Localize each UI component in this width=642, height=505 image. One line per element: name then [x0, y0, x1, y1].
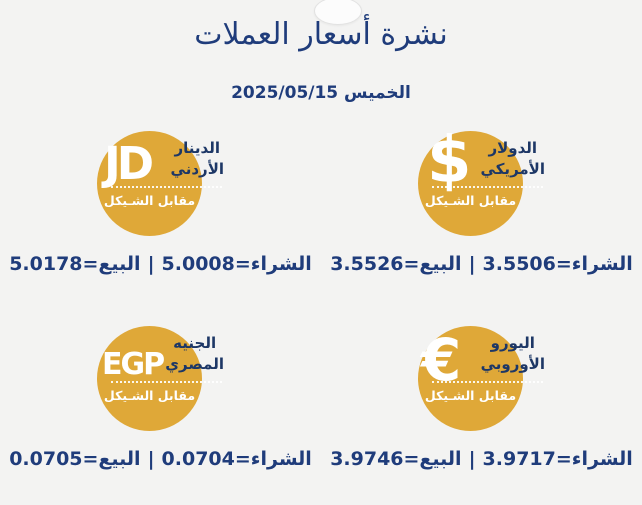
dollar-icon: $	[427, 124, 472, 198]
decorative-arc	[314, 0, 362, 25]
egp-badge: EGP الجنيه المصري مقابل الشـيكل	[97, 326, 224, 431]
egp-sell-rate: البيع=0.0705	[9, 448, 141, 470]
usd-rate-line: الشراء=3.5506 | البيع=3.5526	[330, 251, 633, 278]
rate-separator: |	[468, 253, 476, 275]
jod-name: الدينار الأردني	[171, 138, 224, 180]
vs-shekel-label: مقابل الشـيكل	[424, 193, 517, 208]
egp-name-line1: الجنيه	[173, 334, 217, 352]
usd-name-line2: الأمريكي	[480, 160, 545, 178]
rate-separator: |	[147, 253, 155, 275]
eur-name-line1: اليورو	[490, 334, 535, 352]
eur-name: اليورو الأوروبي	[481, 333, 545, 375]
egyptian-pound-icon: EGP	[102, 347, 165, 382]
dotted-divider	[111, 186, 222, 188]
bulletin-date: الخميس 2025/05/15	[231, 83, 411, 103]
jod-name-line1: الدينار	[174, 139, 220, 157]
eur-sell-rate: البيع=3.9746	[330, 448, 462, 470]
egp-buy-rate: الشراء=0.0704	[161, 448, 312, 470]
egp-name: الجنيه المصري	[165, 333, 224, 375]
eur-rate-line: الشراء=3.9717 | البيع=3.9746	[330, 446, 633, 473]
usd-badge: $ الدولار الأمريكي مقابل الشـيكل	[418, 124, 545, 236]
rate-separator: |	[147, 448, 155, 470]
dotted-divider	[432, 186, 543, 188]
vs-shekel-label: مقابل الشـيكل	[103, 388, 196, 403]
rates-grid: $ الدولار الأمريكي مقابل الشـيكل الشراء=…	[0, 124, 642, 473]
eur-coin: € اليورو الأوروبي مقابل الشـيكل	[418, 326, 545, 431]
jod-sell-rate: البيع=5.0178	[9, 253, 141, 275]
vs-shekel-label: مقابل الشـيكل	[424, 388, 517, 403]
rate-separator: |	[468, 448, 476, 470]
euro-icon: €	[421, 326, 462, 394]
currency-card-eur: € اليورو الأوروبي مقابل الشـيكل الشراء=3…	[321, 326, 642, 473]
egp-coin: EGP الجنيه المصري مقابل الشـيكل	[97, 326, 224, 431]
dotted-divider	[432, 381, 543, 383]
usd-name-line1: الدولار	[488, 139, 538, 157]
currency-card-usd: $ الدولار الأمريكي مقابل الشـيكل الشراء=…	[321, 124, 642, 278]
vs-shekel-label: مقابل الشـيكل	[103, 193, 196, 208]
currency-card-egp: EGP الجنيه المصري مقابل الشـيكل الشراء=0…	[0, 326, 321, 473]
usd-coin: $ الدولار الأمريكي مقابل الشـيكل	[418, 124, 545, 236]
egp-rate-line: الشراء=0.0704 | البيع=0.0705	[9, 446, 312, 473]
usd-buy-rate: الشراء=3.5506	[482, 253, 633, 275]
usd-sell-rate: البيع=3.5526	[330, 253, 462, 275]
page-title: نشرة أسعار العملات	[194, 17, 448, 52]
eur-buy-rate: الشراء=3.9717	[482, 448, 633, 470]
dotted-divider	[111, 381, 222, 383]
egp-name-line2: المصري	[165, 355, 224, 373]
jod-rate-line: الشراء=5.0008 | البيع=5.0178	[9, 251, 312, 278]
eur-badge: € اليورو الأوروبي مقابل الشـيكل	[418, 326, 545, 431]
jod-buy-rate: الشراء=5.0008	[161, 253, 312, 275]
currency-card-jod: JD الدينار الأردني مقابل الشـيكل الشراء=…	[0, 131, 321, 278]
jod-coin: JD الدينار الأردني مقابل الشـيكل	[97, 131, 224, 236]
jod-name-line2: الأردني	[170, 160, 224, 178]
eur-name-line2: الأوروبي	[480, 355, 545, 373]
jordanian-dinar-icon: JD	[104, 137, 154, 190]
jod-badge: JD الدينار الأردني مقابل الشـيكل	[97, 131, 224, 236]
usd-name: الدولار الأمريكي	[481, 138, 545, 180]
